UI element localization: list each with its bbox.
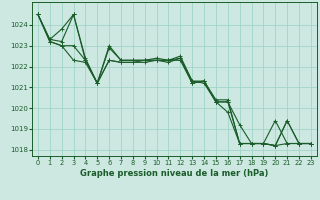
- X-axis label: Graphe pression niveau de la mer (hPa): Graphe pression niveau de la mer (hPa): [80, 169, 268, 178]
